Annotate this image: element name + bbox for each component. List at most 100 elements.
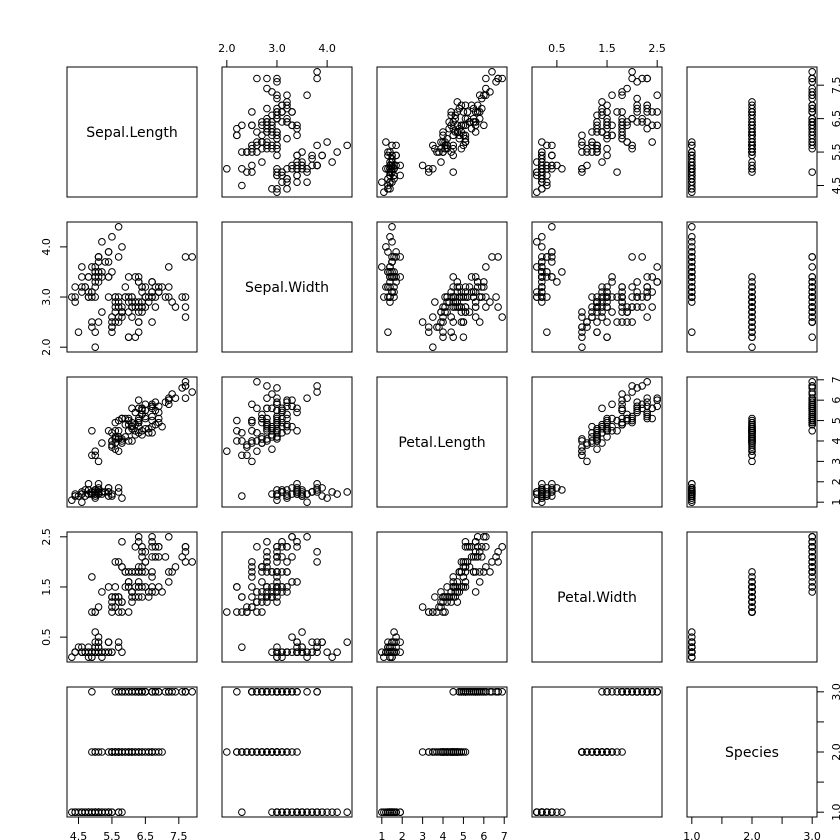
data-point (396, 161, 404, 170)
data-point (808, 563, 816, 571)
data-point (131, 688, 140, 696)
data-point (121, 688, 130, 696)
data-point (288, 578, 296, 586)
data-point (467, 553, 476, 561)
data-point (108, 323, 116, 331)
data-point (429, 343, 437, 351)
data-point (141, 688, 150, 696)
data-point (273, 412, 281, 421)
data-point (583, 441, 591, 449)
data-point (171, 303, 180, 311)
data-point (643, 412, 651, 421)
data-point (138, 303, 146, 311)
data-point (688, 253, 696, 261)
data-point (538, 488, 546, 496)
data-point (578, 447, 586, 455)
data-point (84, 480, 93, 488)
data-point (688, 138, 696, 146)
data-point (643, 408, 651, 417)
data-point (688, 488, 696, 496)
data-point (248, 603, 256, 611)
data-point (181, 313, 190, 321)
data-point (498, 74, 506, 83)
data-point (293, 178, 301, 186)
data-point (148, 748, 156, 756)
data-point (343, 488, 351, 496)
data-point (643, 273, 651, 281)
data-point (808, 412, 816, 421)
data-point (533, 288, 541, 296)
panel-petal-length-vs-sepal-width (221, 376, 353, 508)
data-point (308, 151, 316, 160)
data-point (443, 141, 451, 150)
data-point (548, 164, 556, 173)
data-point (688, 263, 696, 271)
data-point (134, 583, 143, 591)
data-point (148, 402, 156, 411)
data-point (548, 141, 556, 150)
data-point (188, 253, 196, 261)
tick-label: 2.0 (830, 743, 840, 761)
data-point (441, 141, 449, 150)
data-point (653, 121, 661, 130)
data-point (233, 416, 241, 425)
tick-label: 0.5 (548, 42, 566, 55)
data-point (533, 263, 541, 271)
data-point (263, 144, 271, 153)
data-point (318, 808, 326, 816)
data-point (548, 258, 556, 266)
data-point (455, 588, 464, 596)
data-point (268, 422, 276, 431)
data-point (598, 420, 606, 429)
data-point (396, 638, 404, 646)
data-point (288, 422, 296, 431)
data-point (114, 433, 123, 441)
data-point (558, 268, 566, 276)
data-point (263, 437, 271, 445)
data-point (558, 164, 566, 173)
data-point (238, 164, 246, 173)
data-point (181, 378, 190, 386)
data-point (441, 748, 449, 756)
panel-sepal-width-vs-petal-width (531, 221, 663, 353)
data-point (808, 313, 816, 321)
data-point (459, 333, 468, 341)
data-point (808, 568, 816, 576)
data-point (278, 553, 286, 561)
data-point (164, 578, 173, 586)
data-point (138, 404, 146, 413)
data-point (114, 223, 123, 231)
data-point (303, 648, 311, 656)
data-point (643, 313, 651, 321)
data-point (603, 318, 611, 326)
data-point (613, 688, 621, 696)
data-point (588, 303, 596, 311)
data-point (243, 748, 251, 756)
panel-petal-length-vs-petal-length: Petal.Length (376, 376, 508, 508)
data-point (273, 94, 281, 103)
data-point (238, 748, 246, 756)
data-point (588, 429, 596, 437)
data-point (643, 410, 651, 419)
data-point (243, 608, 251, 616)
data-point (134, 328, 143, 336)
data-point (313, 808, 321, 816)
data-point (164, 396, 173, 404)
data-point (688, 258, 696, 266)
data-point (475, 578, 484, 586)
data-point (543, 328, 551, 336)
diagonal-label: Species (725, 745, 779, 761)
data-point (223, 447, 231, 455)
data-point (248, 558, 256, 566)
data-point (248, 121, 256, 130)
tick-label: 2 (830, 478, 840, 485)
data-point (134, 416, 143, 425)
tick-label: 6 (480, 830, 487, 840)
data-point (648, 273, 656, 281)
data-point (101, 808, 110, 816)
data-point (548, 484, 556, 492)
data-point (628, 74, 636, 83)
data-point (273, 568, 281, 576)
data-point (453, 283, 462, 291)
data-point (333, 490, 341, 498)
